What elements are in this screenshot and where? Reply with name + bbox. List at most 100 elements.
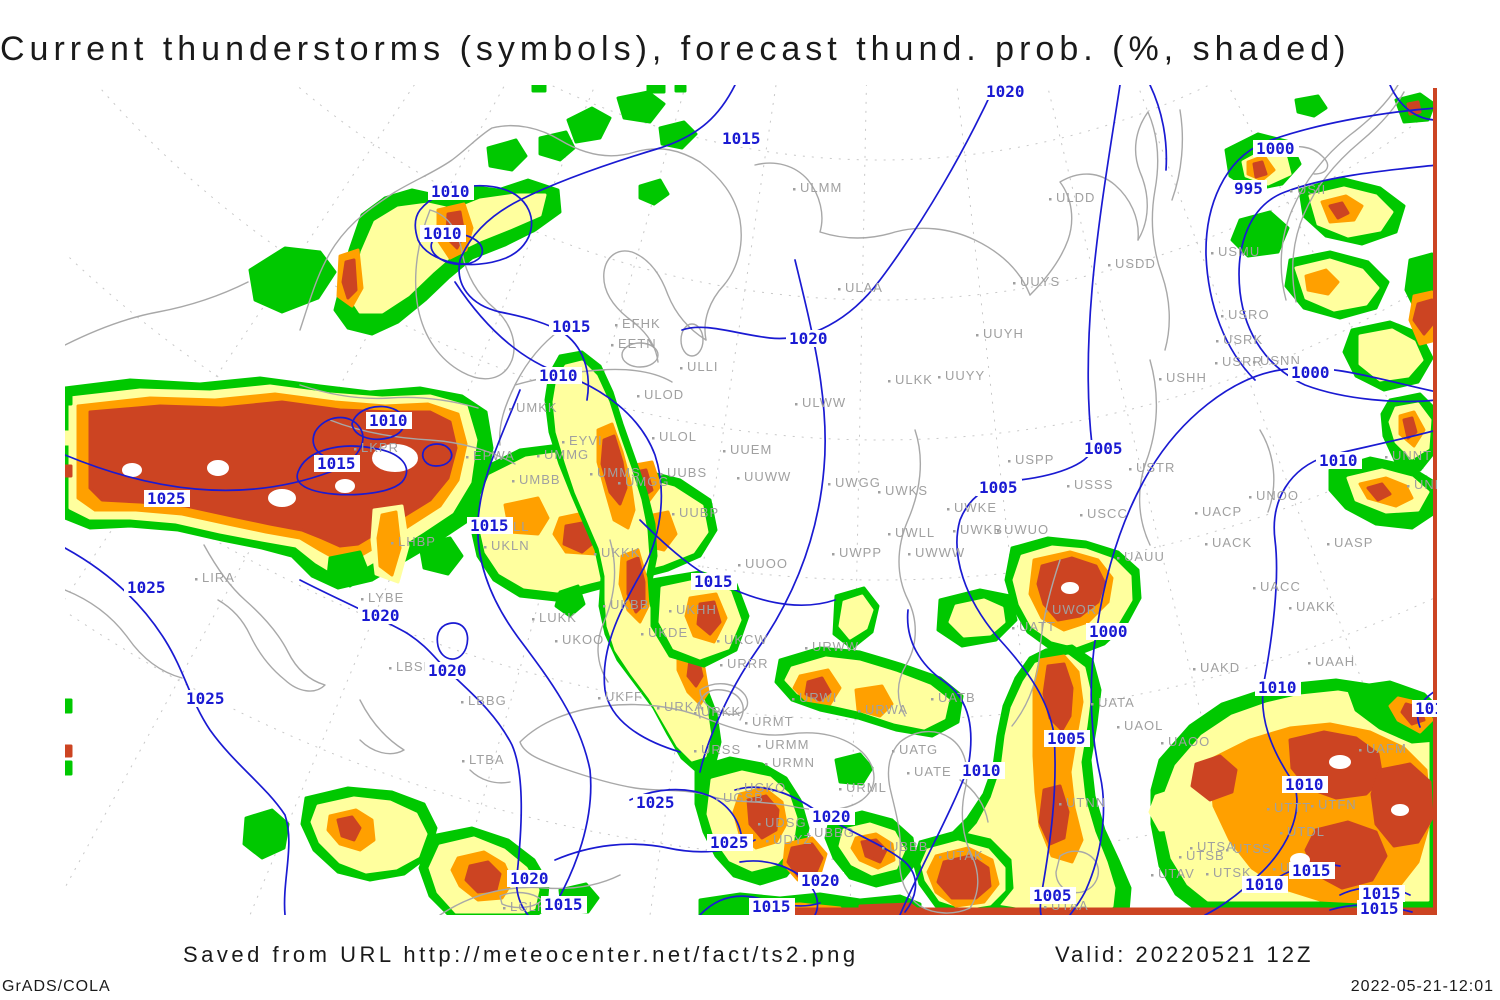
isobar-label-background [314, 455, 360, 472]
chart-title: Current thunderstorms (symbols), forecas… [0, 30, 1351, 68]
station-marker-dot [1226, 849, 1229, 852]
isobar-label-background [428, 183, 474, 200]
station-label: UDSG [765, 815, 807, 830]
station-marker-dot [1221, 315, 1224, 318]
station-marker-dot [594, 553, 597, 556]
station-label: ULOD [644, 387, 684, 402]
station-marker-dot [716, 798, 719, 801]
station-marker-dot [1195, 512, 1198, 515]
station-marker-dot [1179, 856, 1182, 859]
station-label: URMN [772, 755, 815, 770]
isobar-label-background [1255, 679, 1301, 696]
station-marker-dot [611, 344, 614, 347]
station-label: UTSS [1233, 841, 1272, 856]
station-label: UMMS [597, 465, 641, 480]
station-label: UATB [938, 690, 976, 705]
station-marker-dot [1044, 906, 1047, 909]
station-label: UTDL [1287, 824, 1325, 839]
station-label: UWUO [1004, 522, 1049, 537]
station-marker-dot [1308, 662, 1311, 665]
isobar-label: 1015 [552, 317, 591, 336]
isobar-label-background [358, 607, 404, 624]
station-marker-dot [1190, 847, 1193, 850]
isobar-label: 1010 [1319, 451, 1358, 470]
isobar-label: 1015 [470, 516, 509, 535]
isobar-label-background [633, 794, 679, 811]
station-marker-dot [1249, 496, 1252, 499]
station-label: UUYS [1020, 274, 1060, 289]
isobar-label: 1020 [510, 869, 549, 888]
isobar-label: 1025 [186, 689, 225, 708]
isobar-label-background [541, 896, 587, 913]
station-marker-dot [758, 745, 761, 748]
isobar-label-background [959, 762, 1005, 779]
isobar-label-background [1288, 364, 1334, 381]
station-marker-dot [795, 403, 798, 406]
station-label: LHBP [398, 534, 436, 549]
station-marker-dot [532, 618, 535, 621]
isobar-label: 1010 [1245, 875, 1284, 894]
station-label: URMM [765, 737, 809, 752]
station-marker-dot [389, 667, 392, 670]
station-label: UUWW [744, 469, 791, 484]
isobar-label: 1020 [801, 871, 840, 890]
station-label: ULKK [895, 372, 933, 387]
station-label: LBSF [396, 659, 433, 674]
station-marker-dot [1359, 749, 1362, 752]
station-marker-dot [354, 448, 357, 451]
isobar-label-background [1086, 623, 1132, 640]
isobar-label-background [1253, 140, 1299, 157]
station-marker-dot [1129, 468, 1132, 471]
station-label: UMBB [519, 472, 561, 487]
station-label: USRO [1228, 307, 1270, 322]
station-label: LKPR [361, 440, 399, 455]
isobar-label-background [1282, 776, 1328, 793]
station-label: UBBB [889, 839, 928, 854]
isobar-label-background [1044, 730, 1090, 747]
isobar-label: 1000 [1256, 139, 1295, 158]
isobar-label: 1005 [1047, 729, 1086, 748]
station-marker-dot [793, 188, 796, 191]
station-label: LUKK [539, 610, 577, 625]
isobar-label-background [1081, 440, 1127, 457]
station-marker-dot [1193, 668, 1196, 671]
station-marker-dot [947, 508, 950, 511]
station-label: UATE [914, 764, 952, 779]
isobar-label: 1015 [1362, 884, 1401, 903]
isobar-label: 1020 [361, 606, 400, 625]
station-marker-dot [195, 578, 198, 581]
station-marker-dot [1161, 742, 1164, 745]
station-label: URWW [812, 639, 859, 654]
station-marker-dot [1407, 485, 1410, 488]
station-label: UWKB [960, 522, 1003, 537]
isobar-label-background [798, 872, 844, 889]
station-marker-dot [888, 533, 891, 536]
station-label: URML [846, 780, 887, 795]
station-label: UATT [1019, 619, 1056, 634]
station-label: USRK [1223, 332, 1263, 347]
station-label: UNBB [1414, 477, 1454, 492]
station-label: UUOO [745, 556, 788, 571]
station-label: UWKS [885, 483, 928, 498]
station-marker-dot [737, 788, 740, 791]
station-marker-dot [512, 480, 515, 483]
isobar-label: 1025 [636, 793, 675, 812]
station-labels-layer: ULMM ULAA ULDD UUYS USDD USMU USII USRO USRK USRR… [195, 180, 1454, 914]
station-marker-dot [758, 823, 761, 826]
station-label: UACP [1202, 504, 1242, 519]
station-label: UGSB [723, 790, 764, 805]
station-marker-dot [537, 455, 540, 458]
isobar-label-background [183, 690, 229, 707]
station-marker-dot [1273, 868, 1276, 871]
isobar-label-background [124, 579, 170, 596]
isobar-label-background [420, 225, 466, 242]
station-marker-dot [1253, 587, 1256, 590]
isobar-label: 1015 [1360, 899, 1399, 918]
station-label: UWGG [835, 475, 881, 490]
isobar-label: 1025 [710, 833, 749, 852]
station-marker-dot [660, 473, 663, 476]
station-label: ULAA [845, 280, 883, 295]
isobar-label-background [507, 870, 553, 887]
station-label: USRR [1222, 354, 1263, 369]
